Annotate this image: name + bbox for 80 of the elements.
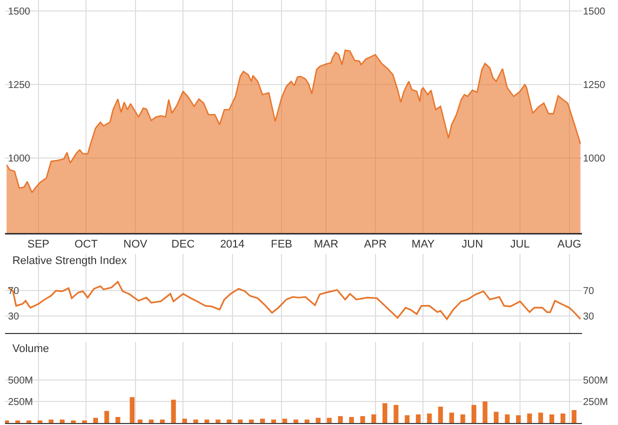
bar <box>560 414 566 423</box>
bar <box>527 414 532 423</box>
bar <box>148 420 154 423</box>
x-tick-label: OCT <box>74 238 98 251</box>
bar <box>427 414 432 423</box>
bar <box>204 420 210 423</box>
bar <box>494 412 499 423</box>
y-tick-label: 1000 <box>8 154 31 165</box>
y-tick-label: 250M <box>8 396 34 408</box>
bar <box>104 410 110 423</box>
y2-tick-label: 1250 <box>583 80 606 92</box>
bar <box>282 418 288 423</box>
bar <box>15 420 20 423</box>
bar <box>193 420 198 423</box>
bar <box>338 416 343 423</box>
line-series <box>7 281 582 320</box>
y-tick-label: 30 <box>8 311 20 322</box>
bar <box>226 420 232 423</box>
bar <box>438 406 443 423</box>
y2-tick-label: 1000 <box>583 154 606 165</box>
bar <box>294 420 298 423</box>
bar <box>382 403 388 423</box>
y-tick-label: 500M <box>8 375 34 386</box>
x-tick-label: SEP <box>27 238 50 251</box>
bar <box>5 420 9 423</box>
bar <box>171 400 176 423</box>
bar <box>549 414 554 423</box>
bar <box>271 420 276 423</box>
chart-title: Volume <box>12 343 50 356</box>
bar <box>26 420 32 423</box>
bar <box>48 420 54 423</box>
bar <box>460 414 466 423</box>
bar <box>416 414 421 423</box>
bar <box>38 420 42 423</box>
bar <box>70 420 76 423</box>
y2-tick-label: 70 <box>583 286 595 298</box>
bar <box>182 418 187 423</box>
bar <box>482 401 488 423</box>
y-tick-label: 1500 <box>8 6 31 18</box>
bar <box>60 420 65 423</box>
bar <box>160 420 165 423</box>
x-tick-label: MAY <box>412 238 436 251</box>
chart-title: Relative Strength Index <box>12 255 128 268</box>
x-tick-label: APR <box>364 238 387 251</box>
bar <box>238 420 243 423</box>
x-tick-label: MAR <box>314 238 338 251</box>
bar <box>248 420 254 423</box>
x-tick-label: 2014 <box>220 238 245 251</box>
x-tick-label: DEC <box>171 238 195 251</box>
y2-tick-label: 250M <box>583 396 608 408</box>
y2-tick-label: 500M <box>583 375 608 386</box>
x-tick-label: JUL <box>510 238 530 251</box>
bar <box>572 410 576 423</box>
x-tick-label: JUN <box>462 238 484 251</box>
bar <box>394 404 398 423</box>
bar <box>472 404 476 423</box>
bar <box>449 412 454 423</box>
bar <box>371 414 376 423</box>
bar <box>349 416 354 423</box>
bar <box>93 418 98 423</box>
bar <box>304 420 310 423</box>
y2-tick-label: 1500 <box>583 6 606 18</box>
bar <box>130 397 135 423</box>
bar <box>404 415 410 423</box>
bar <box>516 415 521 423</box>
bar <box>82 420 87 423</box>
y2-tick-label: 30 <box>583 311 595 322</box>
x-tick-label: FEB <box>270 238 292 251</box>
x-tick-label: NOV <box>123 238 148 251</box>
x-tick-label: AUG <box>557 238 582 251</box>
bar <box>138 420 142 423</box>
bar <box>115 416 120 423</box>
bar <box>316 418 321 423</box>
bar <box>538 412 544 423</box>
bar <box>326 418 332 423</box>
bar <box>260 418 265 423</box>
bar <box>216 420 220 423</box>
bar <box>504 414 510 423</box>
bar <box>360 416 366 423</box>
y-tick-label: 1250 <box>8 80 31 92</box>
